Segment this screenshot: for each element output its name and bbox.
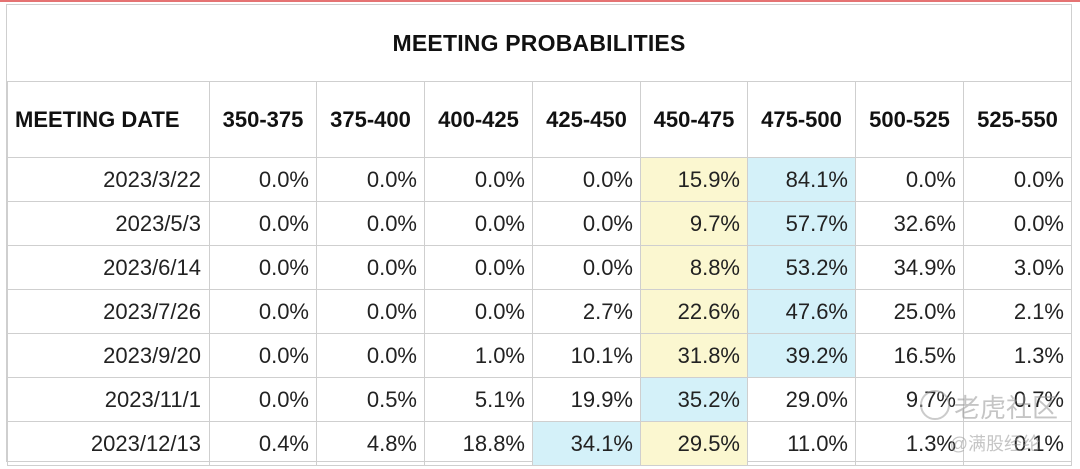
column-header-range: 450-475 — [640, 81, 748, 158]
probability-cell: 0.0% — [963, 157, 1072, 202]
meeting-probabilities-table: MEETING DATE 350-375 375-400 400-425 425-450… — [7, 81, 1072, 466]
meeting-date-cell: 2023/9/20 — [7, 333, 210, 378]
table-row: 2023/6/14 0.0% 0.0% 0.0% 0.0% 8.8% 53.2% 34.9% 3… — [7, 245, 1072, 290]
table-title: MEETING PROBABILITIES — [392, 29, 686, 56]
column-header-range: 525-550 — [963, 81, 1072, 158]
probability-cell: 10.1% — [532, 333, 641, 378]
probability-cell: 0.0% — [209, 333, 317, 378]
probability-cell: 0.0% — [424, 289, 533, 334]
probability-cell: 0.0% — [532, 245, 641, 290]
top-accent-line — [0, 0, 1080, 2]
table-row: 2023/7/26 0.0% 0.0% 0.0% 2.7% 22.6% 47.6% 25.0%… — [7, 289, 1072, 334]
probability-cell: 2.7% — [532, 289, 641, 334]
probability-cell: 0.0% — [316, 333, 425, 378]
probability-cell: 3.0% — [963, 245, 1072, 290]
probability-cell: 0.0% — [532, 201, 641, 246]
probability-cell: 0.0% — [424, 201, 533, 246]
table-body: 2023/3/22 0.0% 0.0% 0.0% 0.0% 15.9% 84.1% 0.0% 0… — [7, 157, 1072, 466]
table-row: 2023/5/3 0.0% 0.0% 0.0% 0.0% 9.7% 57.7% 32.6% 0.… — [7, 201, 1072, 246]
probability-table-panel: MEETING PROBABILITIES MEETING DATE 350-37… — [6, 4, 1072, 466]
table-row: 2023/11/1 0.0% 0.5% 5.1% 19.9% 35.2% 29.0% 9.7%… — [7, 377, 1072, 422]
probability-cell: 34.9% — [855, 245, 964, 290]
probability-cell: 35.2% — [640, 377, 748, 422]
probability-cell: 29.5% — [640, 421, 748, 466]
column-header-range: 475-500 — [747, 81, 856, 158]
probability-cell: 47.6% — [747, 289, 856, 334]
probability-cell: 1.0% — [424, 333, 533, 378]
probability-cell: 0.0% — [855, 157, 964, 202]
probability-cell: 0.0% — [209, 245, 317, 290]
probability-cell: 18.8% — [424, 421, 533, 466]
probability-cell: 57.7% — [747, 201, 856, 246]
probability-cell: 1.3% — [855, 421, 964, 466]
meeting-date-cell: 2023/6/14 — [7, 245, 210, 290]
probability-cell: 22.6% — [640, 289, 748, 334]
probability-cell: 0.0% — [209, 289, 317, 334]
probability-cell: 19.9% — [532, 377, 641, 422]
probability-cell: 0.1% — [963, 421, 1072, 466]
header-row: MEETING DATE 350-375 375-400 400-425 425-450… — [7, 81, 1072, 158]
probability-cell: 0.0% — [424, 245, 533, 290]
table-row: 2023/3/22 0.0% 0.0% 0.0% 0.0% 15.9% 84.1% 0.0% 0… — [7, 157, 1072, 202]
probability-cell: 2.1% — [963, 289, 1072, 334]
probability-cell: 53.2% — [747, 245, 856, 290]
meeting-date-cell: 2023/3/22 — [7, 157, 210, 202]
probability-cell: 29.0% — [747, 377, 856, 422]
probability-cell: 0.0% — [532, 157, 641, 202]
probability-cell: 0.0% — [424, 157, 533, 202]
probability-cell: 11.0% — [747, 421, 856, 466]
column-header-meeting-date: MEETING DATE — [7, 81, 210, 158]
probability-cell: 0.0% — [209, 377, 317, 422]
probability-cell: 31.8% — [640, 333, 748, 378]
probability-cell: 0.0% — [963, 201, 1072, 246]
probability-cell: 0.0% — [209, 201, 317, 246]
probability-cell: 5.1% — [424, 377, 533, 422]
table-row: 2023/12/13 0.4% 4.8% 18.8% 34.1% 29.5% 11.0% 1.… — [7, 421, 1072, 466]
meeting-date-cell: 2023/11/1 — [7, 377, 210, 422]
meeting-date-cell: 2023/12/13 — [7, 421, 210, 466]
meeting-date-cell: 2023/5/3 — [7, 201, 210, 246]
probability-cell: 25.0% — [855, 289, 964, 334]
probability-cell: 0.4% — [209, 421, 317, 466]
probability-cell: 0.7% — [963, 377, 1072, 422]
column-header-range: 500-525 — [855, 81, 964, 158]
probability-cell: 16.5% — [855, 333, 964, 378]
meeting-date-cell: 2023/7/26 — [7, 289, 210, 334]
probability-cell: 9.7% — [640, 201, 748, 246]
probability-cell: 0.0% — [316, 157, 425, 202]
probability-cell: 84.1% — [747, 157, 856, 202]
probability-cell: 34.1% — [532, 421, 641, 466]
probability-cell: 4.8% — [316, 421, 425, 466]
probability-cell: 8.8% — [640, 245, 748, 290]
column-header-range: 425-450 — [532, 81, 641, 158]
probability-cell: 1.3% — [963, 333, 1072, 378]
column-header-range: 350-375 — [209, 81, 317, 158]
probability-cell: 39.2% — [747, 333, 856, 378]
probability-cell: 0.0% — [316, 245, 425, 290]
probability-cell: 0.5% — [316, 377, 425, 422]
column-header-range: 375-400 — [316, 81, 425, 158]
probability-cell: 0.0% — [316, 289, 425, 334]
probability-cell: 15.9% — [640, 157, 748, 202]
probability-cell: 32.6% — [855, 201, 964, 246]
table-row: 2023/9/20 0.0% 0.0% 1.0% 10.1% 31.8% 39.2% 16.5… — [7, 333, 1072, 378]
column-header-range: 400-425 — [424, 81, 533, 158]
probability-cell: 0.0% — [209, 157, 317, 202]
watermark-logo-icon — [920, 390, 950, 420]
probability-cell: 0.0% — [316, 201, 425, 246]
